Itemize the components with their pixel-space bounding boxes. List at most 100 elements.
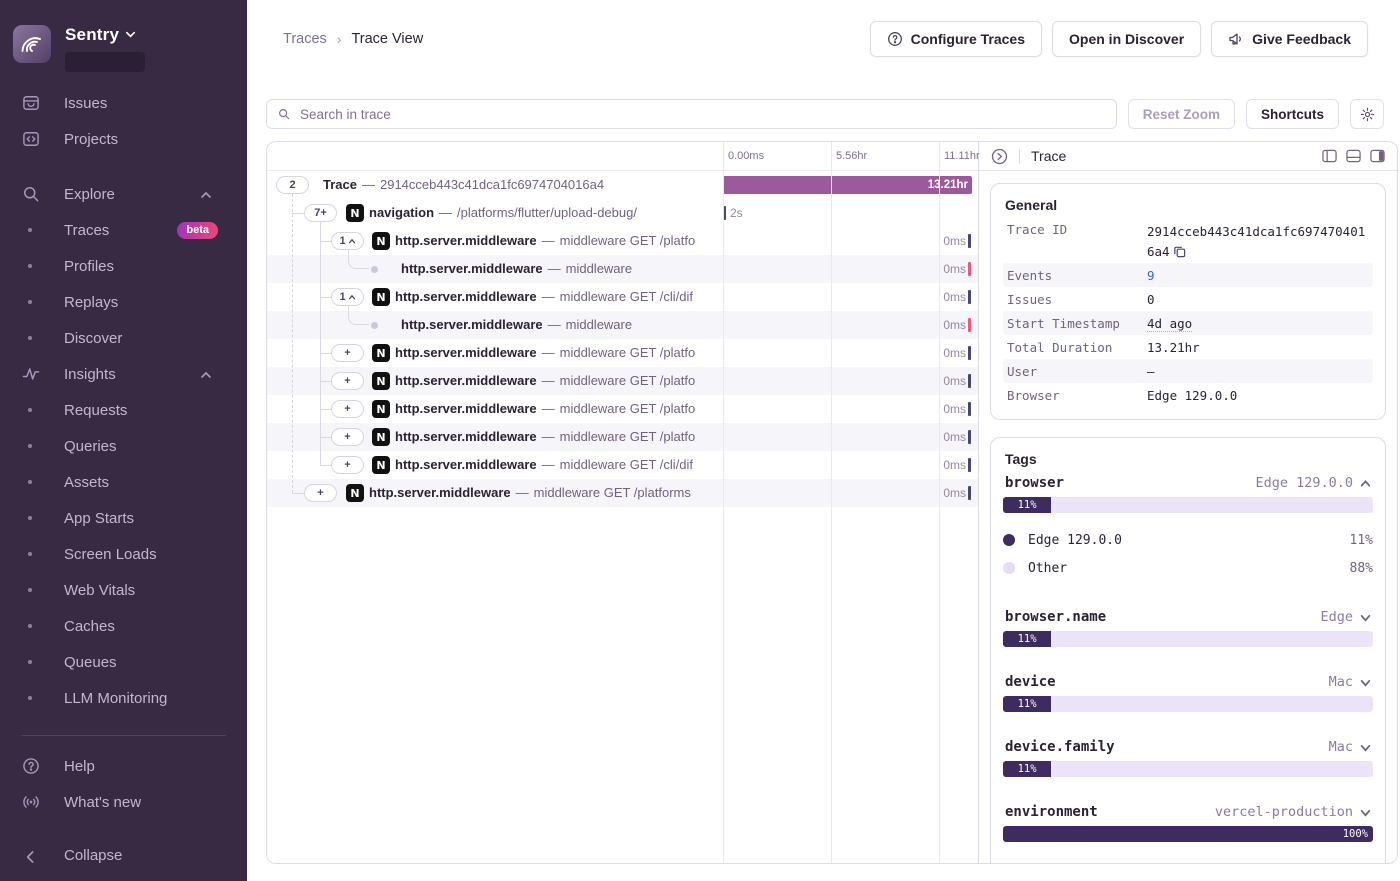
search-box[interactable] [266,99,1117,129]
tag-key: device.family [1005,739,1115,755]
divider [1019,148,1020,164]
brand-name[interactable]: Sentry [65,25,120,44]
expand-pill[interactable]: + [331,344,364,362]
sidebar-item-requests[interactable]: Requests [0,392,247,428]
events-count-link[interactable]: 9 [1147,267,1155,283]
reset-zoom-button[interactable]: Reset Zoom [1127,99,1235,129]
dock-bottom-icon[interactable] [1346,149,1361,163]
tag-group-browser: browser Edge 129.0.0 11% Edge 129.0.0 [1003,475,1373,582]
tag-distribution-bar[interactable]: 11% [1003,497,1373,513]
tag-value-toggle[interactable]: Edge [1320,609,1371,625]
trace-row-middleware[interactable]: + N http.server.middleware — middleware GE… [267,479,978,507]
dock-right-icon[interactable] [1370,149,1385,163]
trace-row-middleware[interactable]: 1 N http.server.middleware — middleware GE… [267,227,978,255]
expand-pill[interactable]: + [331,372,364,390]
children-count-pill[interactable]: 2 [276,176,309,194]
sidebar-item-web-vitals[interactable]: Web Vitals [0,572,247,608]
expand-pill[interactable]: + [331,400,364,418]
copy-icon[interactable] [1173,245,1186,258]
span-tick[interactable] [968,374,971,388]
expand-pill[interactable]: + [331,456,364,474]
trace-duration-bar[interactable]: 13.21hr [723,176,972,194]
span-tick[interactable] [968,458,971,472]
trace-row-middleware[interactable]: + N http.server.middleware — middleware GE… [267,339,978,367]
tags-card: Tags browser Edge 129.0.0 11% [990,437,1386,863]
collapse-pill[interactable]: 1 [331,288,364,306]
tag-value-toggle[interactable]: Edge 129.0.0 [1255,475,1371,491]
span-tick[interactable] [968,262,971,276]
sidebar-item-label: Replays [64,293,119,311]
expand-pill[interactable]: + [304,484,337,502]
tag-value-toggle[interactable]: Mac [1329,674,1371,690]
sidebar-item-whats-new[interactable]: What's new [0,784,247,820]
span-description: middleware GET /cli/dif [559,289,694,304]
chevron-up-icon[interactable] [200,188,212,200]
span-tick[interactable] [968,402,971,416]
breadcrumb-traces-link[interactable]: Traces [283,31,327,47]
tag-distribution-bar[interactable]: 100% [1003,826,1373,842]
span-tick[interactable] [968,318,971,332]
trace-row-middleware[interactable]: 1 N http.server.middleware — middleware GE… [267,283,978,311]
legend-row[interactable]: Edge 129.0.0 11% [1003,526,1373,554]
trace-row-middleware[interactable]: + N http.server.middleware — middleware GE… [267,423,978,451]
sidebar-item-queues[interactable]: Queues [0,644,247,680]
configure-traces-button[interactable]: Configure Traces [869,21,1043,57]
sidebar-item-profiles[interactable]: Profiles [0,248,247,284]
span-tick[interactable] [968,430,971,444]
sidebar-item-app-starts[interactable]: App Starts [0,500,247,536]
sidebar-item-assets[interactable]: Assets [0,464,247,500]
duration-label: 0ms [943,346,966,360]
org-name-placeholder[interactable] [65,52,145,72]
span-tick[interactable] [968,346,971,360]
general-row-user: User – [1003,359,1373,383]
trace-row-middleware-child[interactable]: http.server.middleware — middleware 0ms [267,311,978,339]
collapse-pill[interactable]: 1 [331,232,364,250]
span-tick[interactable] [968,234,971,248]
legend-row[interactable]: Other 88% [1003,554,1373,582]
expand-pill[interactable]: + [331,428,364,446]
sidebar-item-caches[interactable]: Caches [0,608,247,644]
span-op: http.server.middleware [395,289,537,304]
trace-row-middleware-child[interactable]: http.server.middleware — middleware 0ms [267,255,978,283]
trace-row-middleware[interactable]: + N http.server.middleware — middleware GE… [267,367,978,395]
relative-timestamp[interactable]: 4d ago [1147,315,1193,332]
sidebar-item-discover[interactable]: Discover [0,320,247,356]
tag-distribution-bar[interactable]: 11% [1003,631,1373,647]
tag-distribution-bar[interactable]: 11% [1003,761,1373,777]
nextjs-icon: N [372,232,390,250]
sidebar-item-screen-loads[interactable]: Screen Loads [0,536,247,572]
trace-row-middleware[interactable]: + N http.server.middleware — middleware GE… [267,451,978,479]
span-op: http.server.middleware [395,373,537,388]
trace-row-navigation[interactable]: 7+ N navigation —/platforms/flutter/uploa… [267,199,978,227]
sidebar-group-insights[interactable]: Insights [0,356,247,392]
span-tick[interactable] [723,206,726,220]
sidebar-item-replays[interactable]: Replays [0,284,247,320]
give-feedback-button[interactable]: Give Feedback [1211,21,1368,57]
span-tick[interactable] [968,486,971,500]
sidebar-item-projects[interactable]: Projects [0,121,247,157]
search-input[interactable] [298,105,1106,123]
sidebar-item-help[interactable]: Help [0,748,247,784]
collapse-button[interactable]: Collapse [0,837,247,873]
general-row-trace-id: Trace ID 2914cceb443c41dca1fc6974704016a… [1007,222,1366,259]
span-tick[interactable] [968,290,971,304]
open-in-discover-button[interactable]: Open in Discover [1052,21,1202,57]
sidebar-item-llm-monitoring[interactable]: LLM Monitoring [0,680,247,716]
chevron-up-icon[interactable] [200,368,212,380]
dock-left-icon[interactable] [1322,149,1337,163]
trace-row-root[interactable]: 2 Trace —2914cceb443c41dca1fc6974704016a4… [267,171,978,199]
tag-value-toggle[interactable]: vercel-production [1215,804,1371,820]
nextjs-icon: N [372,428,390,446]
expand-pill[interactable]: 7+ [304,204,337,222]
sidebar-group-explore[interactable]: Explore [0,176,247,212]
sidebar-item-queries[interactable]: Queries [0,428,247,464]
circled-chevron-right-icon[interactable] [991,148,1008,165]
sidebar-item-issues[interactable]: Issues [0,85,247,121]
tag-distribution-bar[interactable]: 11% [1003,696,1373,712]
sentry-logo-icon[interactable] [13,25,51,63]
sidebar-item-traces[interactable]: Traces beta [0,212,247,248]
trace-row-middleware[interactable]: + N http.server.middleware — middleware GE… [267,395,978,423]
settings-gear-button[interactable] [1350,99,1384,129]
shortcuts-button[interactable]: Shortcuts [1245,99,1339,129]
tag-value-toggle[interactable]: Mac [1329,739,1371,755]
